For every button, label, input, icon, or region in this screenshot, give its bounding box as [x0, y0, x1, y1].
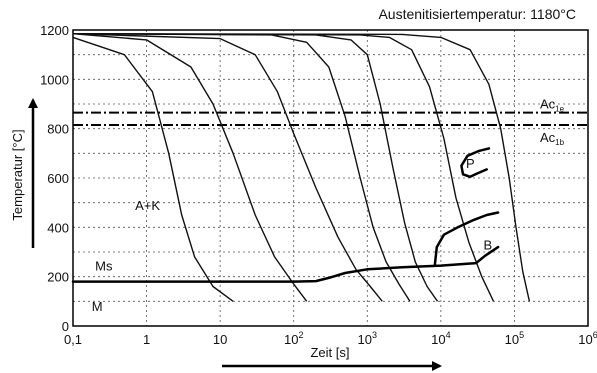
y-tick-label: 1000	[40, 72, 69, 87]
cooling-curve-4	[72, 33, 411, 302]
ref-label-Ac1b: Ac1b	[540, 130, 565, 147]
x-tick-label: 106	[578, 330, 597, 347]
x-tick-label: 102	[284, 330, 303, 347]
grid	[73, 30, 588, 326]
cooling-curve-3	[72, 33, 383, 302]
y-tick-label: 600	[47, 171, 69, 186]
region-label-B: B	[484, 238, 493, 253]
cooling-curve-5	[72, 33, 439, 302]
chart-title: Austenitisiertemperatur: 1180°C	[378, 6, 576, 22]
x-tick-label: 103	[358, 330, 377, 347]
region-label-A+K: A+K	[135, 198, 160, 213]
y-tick-label: 400	[47, 220, 69, 235]
region-label-Ms: Ms	[95, 259, 113, 274]
transformation-line-B	[433, 211, 500, 266]
x-tick-label: 105	[505, 330, 524, 347]
region-label-P: P	[466, 156, 475, 171]
cooling-curve-2	[72, 33, 308, 302]
cooling-curve-7	[72, 33, 531, 302]
y-tick-label: 1200	[40, 23, 69, 38]
transformation-line-Ms	[71, 245, 500, 283]
transformation-lines	[71, 147, 500, 283]
x-tick-label: 10	[213, 332, 227, 347]
transformation-line-P	[460, 147, 491, 179]
cooling-curves	[72, 33, 531, 302]
x-axis-title: Zeit [s]	[310, 345, 349, 360]
x-tick-label: 104	[431, 330, 450, 347]
region-labels: A+K P B Ms M	[92, 156, 492, 314]
reference-lines	[73, 111, 588, 126]
x-tick-label: 1	[143, 332, 150, 347]
reference-line-labels: Ac1e Ac1b	[540, 97, 565, 147]
plot-frame	[72, 29, 589, 327]
y-axis-title: Temperatur [°C]	[10, 129, 25, 220]
region-label-M: M	[92, 299, 103, 314]
y-tick-label: 800	[47, 122, 69, 137]
cooling-curve-6	[72, 33, 495, 302]
tick-labels: 0,1 1 10 102 103 104 105 106 0 200 400 600 800 1000 12…	[40, 23, 597, 347]
y-tick-label: 0	[62, 319, 69, 334]
ref-label-Ac1e: Ac1e	[540, 97, 565, 114]
y-tick-label: 200	[47, 270, 69, 285]
x-tick-label: 0,1	[64, 332, 82, 347]
